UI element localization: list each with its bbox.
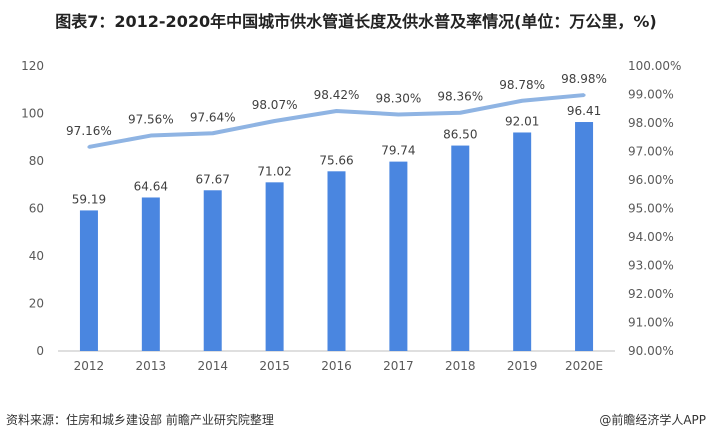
- x-tick-label: 2016: [321, 359, 352, 373]
- chart-svg: 0 20 40 60 80 100 120 90.00% 91.00% 92.00% 93.00% 9…: [21, 59, 681, 373]
- x-tick-label: 2019: [507, 359, 538, 373]
- x-tick-label: 2013: [136, 359, 167, 373]
- line-point: [149, 134, 153, 138]
- line-point: [582, 93, 586, 97]
- left-tick-label: 20: [29, 297, 44, 311]
- right-tick-label: 95.00%: [628, 202, 674, 216]
- line-point: [211, 131, 215, 135]
- bar: [389, 161, 408, 351]
- line-data-label: 98.07%: [252, 98, 298, 112]
- right-tick-label: 99.00%: [628, 88, 674, 102]
- bar-data-label: 64.64: [134, 179, 168, 193]
- line-data-label: 98.78%: [499, 78, 545, 92]
- line-point: [273, 119, 277, 123]
- bar: [451, 145, 470, 351]
- right-tick-label: 97.00%: [628, 145, 674, 159]
- bar-data-label: 71.02: [257, 164, 291, 178]
- line-point: [520, 99, 524, 103]
- left-tick-label: 120: [21, 59, 44, 73]
- right-tick-label: 91.00%: [628, 316, 674, 330]
- bar-data-label: 96.41: [567, 104, 601, 118]
- x-tick-label: 2017: [383, 359, 414, 373]
- bar: [79, 210, 98, 351]
- chart-title: 图表7：2012-2020年中国城市供水管道长度及供水普及率情况(单位：万公里，…: [55, 12, 657, 31]
- bar: [203, 190, 222, 351]
- line-data-label: 97.56%: [128, 113, 174, 127]
- bar-data-label: 86.50: [443, 128, 477, 142]
- bar: [327, 171, 346, 351]
- line-point: [458, 111, 462, 115]
- bar-data-label: 59.19: [72, 192, 106, 206]
- x-tick-label: 2018: [445, 359, 476, 373]
- bar: [575, 122, 594, 352]
- right-tick-label: 94.00%: [628, 230, 674, 244]
- line-data-label: 98.36%: [437, 90, 483, 104]
- right-tick-label: 98.00%: [628, 116, 674, 130]
- bar-data-label: 75.66: [319, 153, 353, 167]
- x-tick-label: 2015: [259, 359, 290, 373]
- bar: [141, 197, 160, 351]
- x-tick-label: 2014: [197, 359, 228, 373]
- right-tick-label: 90.00%: [628, 344, 674, 358]
- left-tick-label: 80: [29, 154, 44, 168]
- left-tick-label: 100: [21, 107, 44, 121]
- right-tick-label: 93.00%: [628, 259, 674, 273]
- left-tick-label: 60: [29, 202, 44, 216]
- line-data-label: 97.64%: [190, 110, 236, 124]
- bar-data-label: 67.67: [196, 172, 230, 186]
- right-tick-label: 92.00%: [628, 287, 674, 301]
- bar-data-label: 92.01: [505, 114, 539, 128]
- left-tick-label: 0: [36, 344, 44, 358]
- right-tick-label: 100.00%: [628, 59, 681, 73]
- right-tick-label: 96.00%: [628, 173, 674, 187]
- bar: [513, 132, 532, 351]
- x-tick-label: 2020E: [565, 359, 603, 373]
- bar-data-label: 79.74: [381, 144, 415, 158]
- line-data-label: 97.16%: [66, 124, 112, 138]
- line-point: [87, 145, 91, 149]
- left-tick-label: 40: [29, 249, 44, 263]
- line-point: [335, 109, 338, 113]
- line-data-label: 98.98%: [561, 72, 607, 86]
- x-tick-label: 2012: [74, 359, 105, 373]
- source-note: 资料来源：住房和城乡建设部 前瞻产业研究院整理: [6, 413, 274, 427]
- line-data-label: 98.42%: [314, 88, 360, 102]
- line-point: [396, 112, 400, 116]
- line-data-label: 98.30%: [376, 91, 422, 105]
- credit-note: @前瞻经济学人APP: [599, 413, 706, 427]
- bar: [265, 182, 284, 351]
